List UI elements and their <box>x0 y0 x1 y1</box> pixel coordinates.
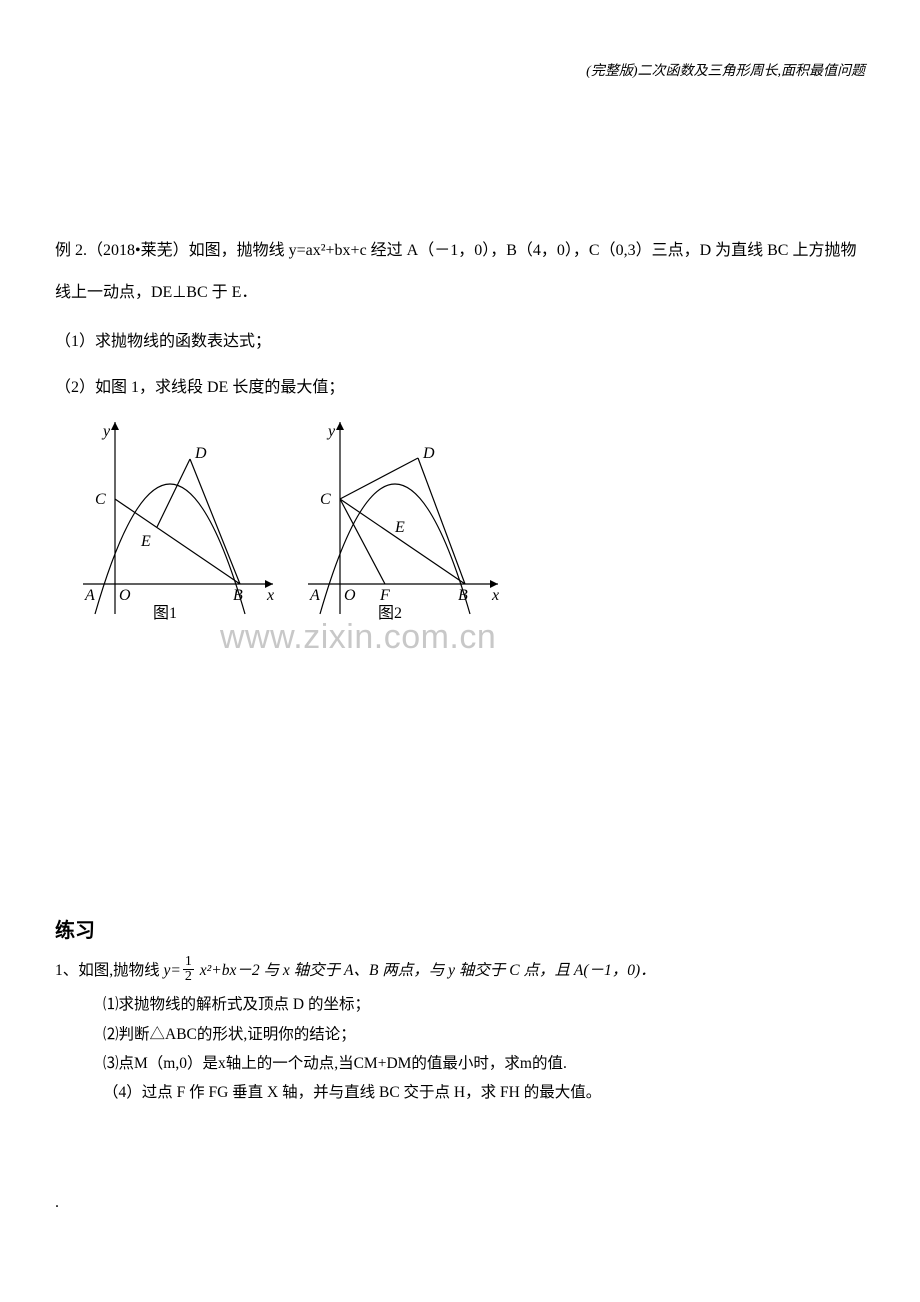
figure-1: y x A O B C D E 图1 <box>75 414 280 624</box>
practice-sub3: ⑶点M（m,0）是x轴上的一个动点,当CM+DM的值最小时，求m的值. <box>103 1051 865 1077</box>
fig1-C: C <box>95 491 106 508</box>
p1-yeq: y= <box>164 962 181 979</box>
fig1-y-label: y <box>101 423 111 440</box>
fig2-D: D <box>422 445 435 462</box>
fig1-x-label: x <box>266 587 274 604</box>
figure-2: y x A O B C D E F 图2 <box>300 414 505 624</box>
fig1-E: E <box>140 533 151 550</box>
fig2-O: O <box>344 587 356 604</box>
practice-p1: 1、如图,抛物线 y=12 x²+bx－2 与 x 轴交于 A、B 两点，与 y… <box>55 957 865 986</box>
fig1-D: D <box>194 445 207 462</box>
p1-frac-num: 1 <box>183 955 194 970</box>
fig2-E: E <box>394 519 405 536</box>
practice-sublist: ⑴求抛物线的解析式及顶点 D 的坐标； ⑵判断△ABC的形状,证明你的结论； ⑶… <box>103 992 865 1106</box>
p1-before: 1、如图,抛物线 <box>55 962 164 979</box>
practice-sub1: ⑴求抛物线的解析式及顶点 D 的坐标； <box>103 992 865 1018</box>
practice-sub2: ⑵判断△ABC的形状,证明你的结论； <box>103 1022 865 1048</box>
fig1-caption: 图1 <box>153 605 177 622</box>
fig1-A: A <box>84 587 95 604</box>
example2-text: 例 2.（2018•莱芜）如图，抛物线 y=ax²+bx+c 经过 A（－1，0… <box>55 230 865 313</box>
fig2-B: B <box>458 587 468 604</box>
footer-marker: . <box>55 1194 59 1212</box>
page-header: (完整版)二次函数及三角形周长,面积最值问题 <box>55 60 865 80</box>
fig2-A: A <box>309 587 320 604</box>
example2-q2: （2）如图 1，求线段 DE 长度的最大值； <box>55 367 865 409</box>
practice-heading: 练习 <box>55 914 865 943</box>
figures-row: y x A O B C D E 图1 <box>75 414 865 624</box>
fig2-C: C <box>320 491 331 508</box>
fig2-y-label: y <box>326 423 336 440</box>
example2-q1: （1）求抛物线的函数表达式； <box>55 321 865 363</box>
watermark-text: www.zixin.com.cn <box>220 618 496 657</box>
fig1-O: O <box>119 587 131 604</box>
p1-after: x²+bx－2 与 x 轴交于 A、B 两点，与 y 轴交于 C 点，且 A(－… <box>200 962 656 979</box>
practice-sub4: （4）过点 F 作 FG 垂直 X 轴，并与直线 BC 交于点 H，求 FH 的… <box>103 1080 865 1106</box>
fig2-x-label: x <box>491 587 499 604</box>
fig1-B: B <box>233 587 243 604</box>
p1-frac-den: 2 <box>183 970 194 984</box>
p1-frac: 12 <box>183 955 194 984</box>
fig2-F: F <box>379 587 390 604</box>
